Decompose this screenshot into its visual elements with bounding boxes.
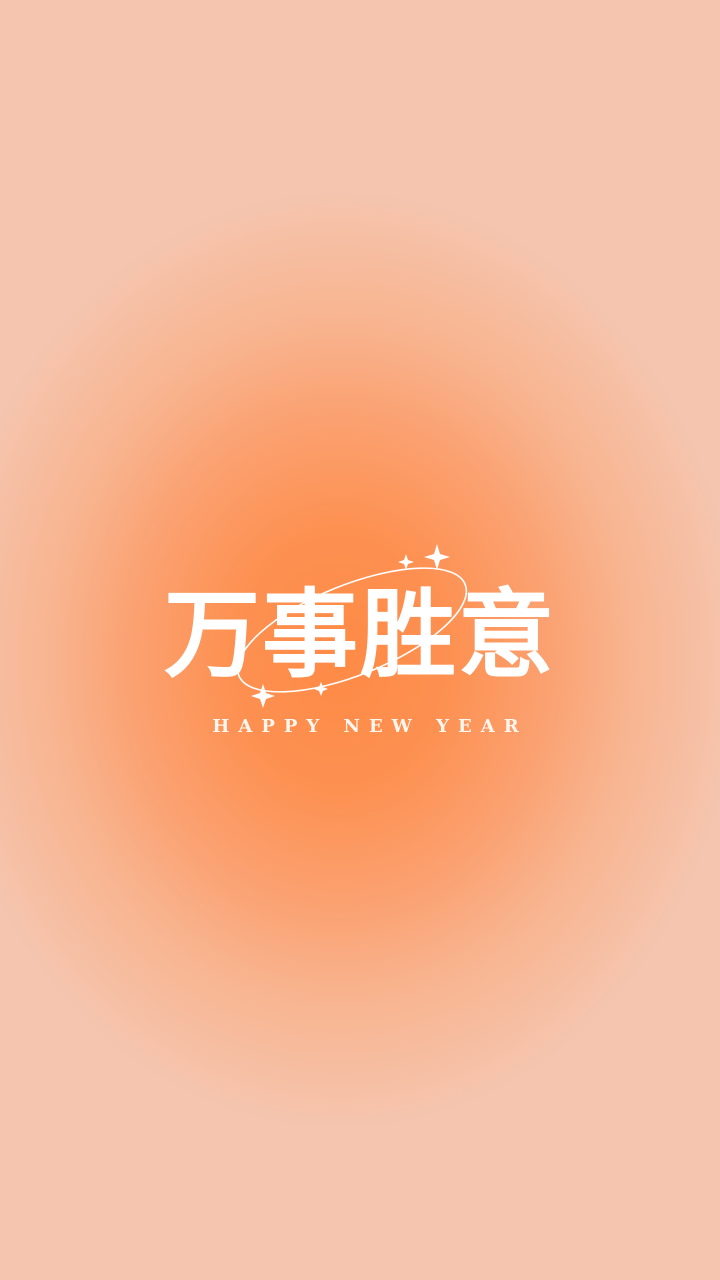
english-greeting-subtitle: HAPPY NEW YEAR [212, 716, 528, 737]
sparkle-icon [424, 544, 450, 570]
greeting-lockup: 万事胜意 HAPPY NEW YEAR [0, 540, 720, 760]
chinese-greeting-title: 万事胜意 [164, 578, 556, 691]
sparkle-icon [398, 554, 414, 570]
